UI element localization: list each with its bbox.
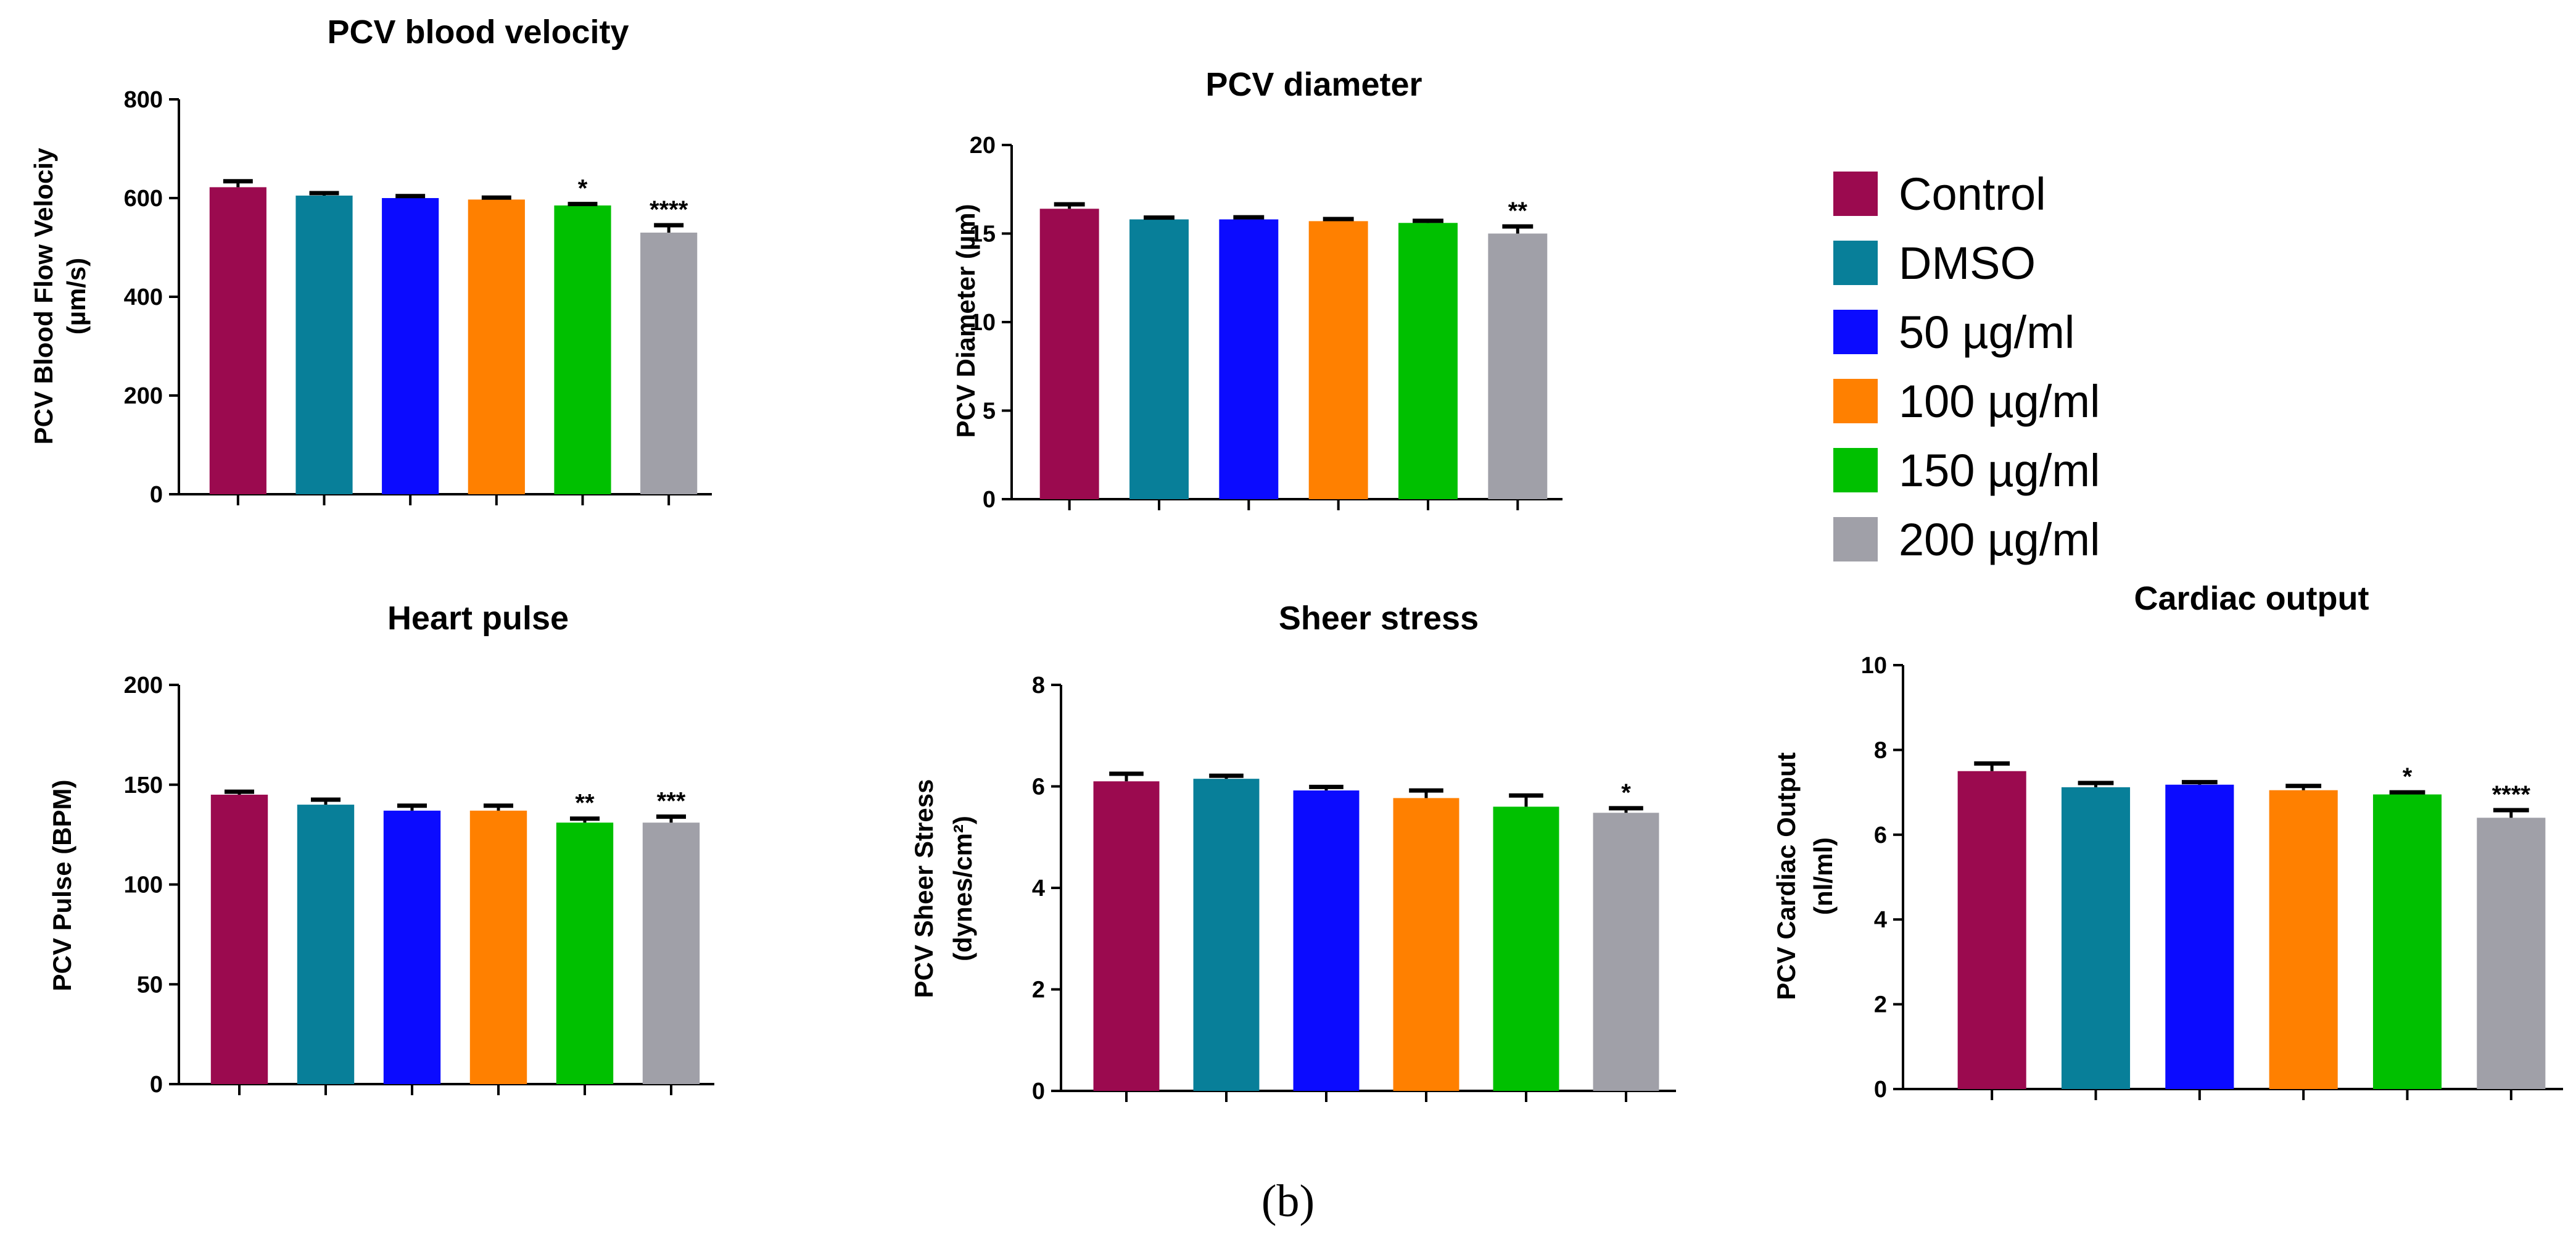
bar-velocity-4	[554, 205, 611, 494]
y-axis-title: PCV Sheer Stress	[909, 779, 938, 998]
y-tick-label: 20	[970, 133, 996, 159]
legend-label: 100 µg/ml	[1899, 376, 2100, 427]
y-tick-label: 2	[1032, 977, 1045, 1003]
y-axis-title: (nl/ml)	[1809, 837, 1838, 915]
y-tick-label: 100	[124, 872, 163, 898]
bar-sheer-2	[1293, 790, 1360, 1091]
significance-label: *	[578, 175, 588, 202]
bar-sheer-3	[1393, 798, 1459, 1091]
legend-swatch-1	[1833, 241, 1878, 285]
bar-velocity-0	[209, 187, 266, 494]
bar-pulse-0	[210, 794, 268, 1084]
bar-cardiac-1	[2061, 787, 2131, 1089]
y-tick-label: 400	[124, 284, 163, 310]
y-axis-title: PCV Diameter (µm)	[951, 204, 980, 438]
significance-label: **	[575, 790, 595, 817]
bar-diameter-0	[1039, 209, 1099, 499]
legend-swatch-2	[1833, 310, 1878, 354]
chart-sheer: Sheer stress PCV Sheer Stress (dynes/cm²) 0…	[909, 600, 1676, 1104]
y-tick-label: 5	[983, 399, 996, 425]
bar-sheer-4	[1493, 806, 1559, 1091]
bar-velocity-1	[295, 196, 353, 494]
bar-velocity-2	[382, 198, 439, 494]
significance-label: ****	[650, 196, 688, 223]
legend-label: Control	[1899, 168, 2046, 220]
bar-diameter-3	[1308, 221, 1368, 499]
bar-diameter-4	[1398, 223, 1458, 499]
bar-cardiac-3	[2269, 790, 2338, 1089]
y-tick-label: 200	[124, 673, 163, 698]
chart-title: Sheer stress	[1279, 600, 1479, 637]
bar-velocity-3	[468, 199, 525, 494]
bar-pulse-2	[383, 810, 441, 1084]
legend-swatch-3	[1833, 379, 1878, 423]
y-tick-label: 0	[150, 1072, 163, 1098]
chart-title: PCV diameter	[1205, 66, 1422, 103]
bar-diameter-2	[1219, 219, 1279, 499]
y-axis-title: (dynes/cm²)	[948, 816, 977, 961]
bar-sheer-5	[1593, 813, 1659, 1091]
y-tick-label: 6	[1032, 774, 1045, 800]
bar-diameter-1	[1129, 219, 1189, 499]
y-tick-label: 800	[124, 87, 163, 113]
legend-swatch-0	[1833, 172, 1878, 216]
chart-title: PCV blood velocity	[327, 14, 629, 51]
y-tick-label: 600	[124, 186, 163, 212]
y-tick-label: 0	[983, 487, 996, 513]
figure-label: (b)	[1261, 1176, 1315, 1227]
bar-pulse-1	[297, 805, 355, 1084]
y-tick-label: 15	[970, 222, 996, 247]
y-tick-label: 0	[150, 482, 163, 508]
y-tick-label: 50	[137, 972, 163, 998]
y-tick-label: 8	[1874, 737, 1887, 763]
bar-cardiac-5	[2477, 818, 2546, 1089]
y-axis-title: (µm/s)	[62, 258, 91, 335]
significance-label: *	[1621, 779, 1631, 806]
y-tick-label: 10	[970, 310, 996, 336]
legend-label: DMSO	[1899, 238, 2036, 289]
y-tick-label: 10	[1861, 653, 1887, 679]
bar-cardiac-4	[2372, 794, 2442, 1089]
y-tick-label: 0	[1032, 1079, 1045, 1104]
y-tick-label: 6	[1874, 822, 1887, 848]
significance-label: *	[2403, 763, 2413, 790]
y-tick-label: 150	[124, 773, 163, 798]
bar-cardiac-0	[1957, 771, 2026, 1089]
legend-swatch-4	[1833, 448, 1878, 492]
legend-label: 200 µg/ml	[1899, 514, 2100, 565]
chart-cardiac: Cardiac output PCV Cardiac Output (nl/ml) 0…	[1772, 580, 2563, 1103]
bar-pulse-5	[642, 822, 700, 1084]
chart-pulse: Heart pulse PCV Pulse (BPM) 0 50 100 150 200 **…	[47, 600, 714, 1098]
y-tick-label: 2	[1874, 992, 1887, 1018]
chart-title: Heart pulse	[387, 600, 569, 637]
legend: Control DMSO 50 µg/ml 100 µg/ml 150 µg/ml 200…	[1833, 168, 2100, 565]
y-axis-title: PCV Cardiac Output	[1772, 752, 1801, 1000]
chart-panels: PCV blood velocity PCV Blood Flow Velociy…	[29, 14, 2563, 1104]
legend-label: 50 µg/ml	[1899, 307, 2074, 358]
bar-pulse-4	[556, 822, 614, 1084]
y-axis-title: PCV Pulse (BPM)	[47, 779, 76, 991]
bar-velocity-5	[640, 233, 698, 494]
chart-title: Cardiac output	[2134, 580, 2369, 617]
legend-swatch-5	[1833, 517, 1878, 561]
y-tick-label: 4	[1032, 876, 1045, 901]
bar-sheer-0	[1093, 781, 1160, 1091]
y-axis-title: PCV Blood Flow Velociy	[29, 147, 58, 444]
significance-label: ***	[657, 788, 686, 815]
y-tick-label: 0	[1874, 1077, 1887, 1103]
chart-diameter: PCV diameter PCV Diameter (µm) 0 5 10 15 20 **	[951, 66, 1563, 513]
y-tick-label: 200	[124, 383, 163, 409]
bar-sheer-1	[1193, 779, 1260, 1091]
bar-diameter-5	[1488, 233, 1548, 499]
significance-label: ****	[2492, 781, 2531, 808]
y-tick-label: 4	[1874, 907, 1887, 933]
chart-velocity: PCV blood velocity PCV Blood Flow Velociy…	[29, 14, 712, 508]
significance-label: **	[1508, 197, 1528, 225]
bar-pulse-3	[469, 810, 527, 1084]
bar-cardiac-2	[2165, 784, 2234, 1089]
y-tick-label: 8	[1032, 673, 1045, 698]
legend-label: 150 µg/ml	[1899, 445, 2100, 496]
